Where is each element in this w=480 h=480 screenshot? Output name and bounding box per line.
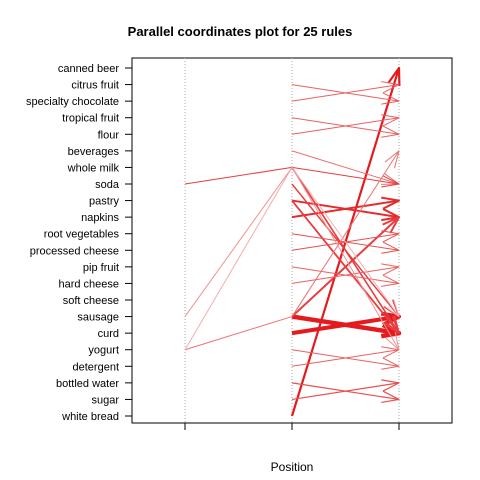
item-label: canned beer	[58, 63, 119, 75]
rule-line-13	[291, 379, 400, 401]
rule-line-26	[184, 166, 400, 350]
item-label: white bread	[61, 411, 119, 423]
item-label: sugar	[91, 394, 119, 406]
item-label: yogurt	[88, 345, 119, 357]
item-label: napkins	[81, 212, 119, 224]
rule-line-22	[291, 150, 400, 185]
chart-title: Parallel coordinates plot for 25 rules	[128, 24, 353, 39]
item-label: citrus fruit	[71, 80, 119, 92]
rule-lines	[184, 66, 402, 417]
item-label: hard cheese	[58, 278, 119, 290]
item-labels: canned beer citrus fruit specialty chocola…	[26, 63, 132, 423]
grid-layer	[184, 58, 400, 423]
item-label: tropical fruit	[62, 113, 119, 125]
item-label: curd	[98, 328, 119, 340]
item-label: beverages	[68, 146, 120, 158]
item-label: pastry	[89, 196, 119, 208]
rule-line-17	[291, 114, 400, 135]
item-label: flour	[98, 129, 120, 141]
tick-layer	[184, 423, 400, 430]
item-label: soda	[95, 179, 120, 191]
item-label: root vegetables	[44, 229, 120, 241]
rule-line-24	[184, 150, 400, 351]
item-label: specialty chocolate	[26, 96, 119, 108]
item-label: detergent	[73, 361, 119, 373]
item-label: sausage	[77, 312, 119, 324]
item-label: pip fruit	[83, 262, 119, 274]
rule-line-19	[291, 263, 400, 284]
item-label: soft cheese	[63, 295, 119, 307]
rule-line-5	[291, 196, 400, 219]
rule-line-15	[291, 81, 400, 102]
x-axis-label: Position	[271, 460, 314, 474]
item-label: whole milk	[67, 162, 120, 174]
item-label: bottled water	[56, 378, 119, 390]
item-label: processed cheese	[30, 245, 119, 257]
